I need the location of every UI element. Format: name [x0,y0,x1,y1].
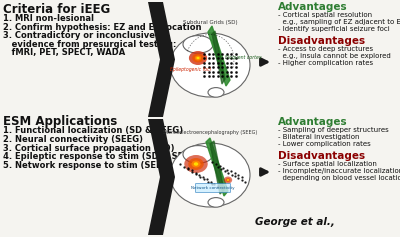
Ellipse shape [170,33,250,97]
Text: - Incomplete/inaccurate localization: - Incomplete/inaccurate localization [278,168,400,174]
Ellipse shape [192,160,200,168]
Text: - Sampling of deeper structures: - Sampling of deeper structures [278,127,389,133]
Text: e.g., sampling of EZ adjacent to EC: e.g., sampling of EZ adjacent to EC [278,19,400,25]
Polygon shape [206,138,228,196]
Text: 2. Neural connectivity (SEEG): 2. Neural connectivity (SEEG) [3,135,143,144]
Text: - Access to deep structures: - Access to deep structures [278,46,373,52]
Ellipse shape [224,177,232,183]
Text: - Identify superficial seizure foci: - Identify superficial seizure foci [278,26,390,32]
Text: 2. Confirm hypothesis: EZ and EC location: 2. Confirm hypothesis: EZ and EC locatio… [3,23,202,32]
Text: Disadvantages: Disadvantages [278,36,365,46]
Text: - Surface spatial localization: - Surface spatial localization [278,161,377,167]
Text: Stereoelectroencephalography (SEEG): Stereoelectroencephalography (SEEG) [163,130,257,135]
Ellipse shape [227,179,229,181]
Ellipse shape [170,143,250,207]
Text: 1. MRI non-lesional: 1. MRI non-lesional [3,14,94,23]
Polygon shape [208,26,230,86]
Text: Advantages: Advantages [278,2,348,12]
Polygon shape [148,119,175,235]
Text: Network connectivity: Network connectivity [191,186,235,190]
Text: 1. Functional localization (SD & SEEG): 1. Functional localization (SD & SEEG) [3,126,183,135]
Ellipse shape [184,155,208,173]
Ellipse shape [208,88,224,97]
Text: - Cortical spatial resolution: - Cortical spatial resolution [278,12,372,18]
Ellipse shape [226,178,230,182]
Ellipse shape [183,36,213,53]
Polygon shape [210,141,224,194]
Text: 5. Network response to stim (SEEG): 5. Network response to stim (SEEG) [3,161,172,170]
Polygon shape [212,31,225,84]
Text: - Higher complication rates: - Higher complication rates [278,60,373,66]
Text: - Bilateral investigation: - Bilateral investigation [278,134,360,140]
Ellipse shape [183,146,213,163]
Ellipse shape [194,162,198,166]
Ellipse shape [196,57,200,59]
Text: 4. Epileptic response to stim (SD & SEEG): 4. Epileptic response to stim (SD & SEEG… [3,152,200,161]
Text: - Lower complication rates: - Lower complication rates [278,141,371,147]
Ellipse shape [208,198,224,207]
Ellipse shape [195,55,201,60]
Text: Epileptogenic foci: Epileptogenic foci [170,67,210,72]
Text: Eloquent cortex: Eloquent cortex [225,55,262,59]
Text: Criteria for iEEG: Criteria for iEEG [3,3,110,16]
Ellipse shape [188,158,204,170]
Ellipse shape [192,54,204,63]
Text: Advantages: Advantages [278,117,348,127]
Text: depending on blood vessel location: depending on blood vessel location [278,175,400,181]
Text: George et al.,: George et al., [255,217,335,227]
Text: e.g., insula cannot be explored: e.g., insula cannot be explored [278,53,391,59]
Text: fMRI, PET, SPECT, WADA: fMRI, PET, SPECT, WADA [3,48,125,57]
Polygon shape [148,2,175,117]
Text: ESM Applications: ESM Applications [3,115,117,128]
Text: 3. Cortical surface propagation (SD): 3. Cortical surface propagation (SD) [3,144,174,153]
FancyBboxPatch shape [196,183,230,192]
Ellipse shape [189,51,207,65]
Text: Subdural Grids (SD): Subdural Grids (SD) [183,20,237,25]
Text: Disadvantages: Disadvantages [278,150,365,161]
Text: evidence from presurgical testing:: evidence from presurgical testing: [3,40,176,49]
Text: 3. Contradictory or inconclusive: 3. Contradictory or inconclusive [3,31,155,40]
